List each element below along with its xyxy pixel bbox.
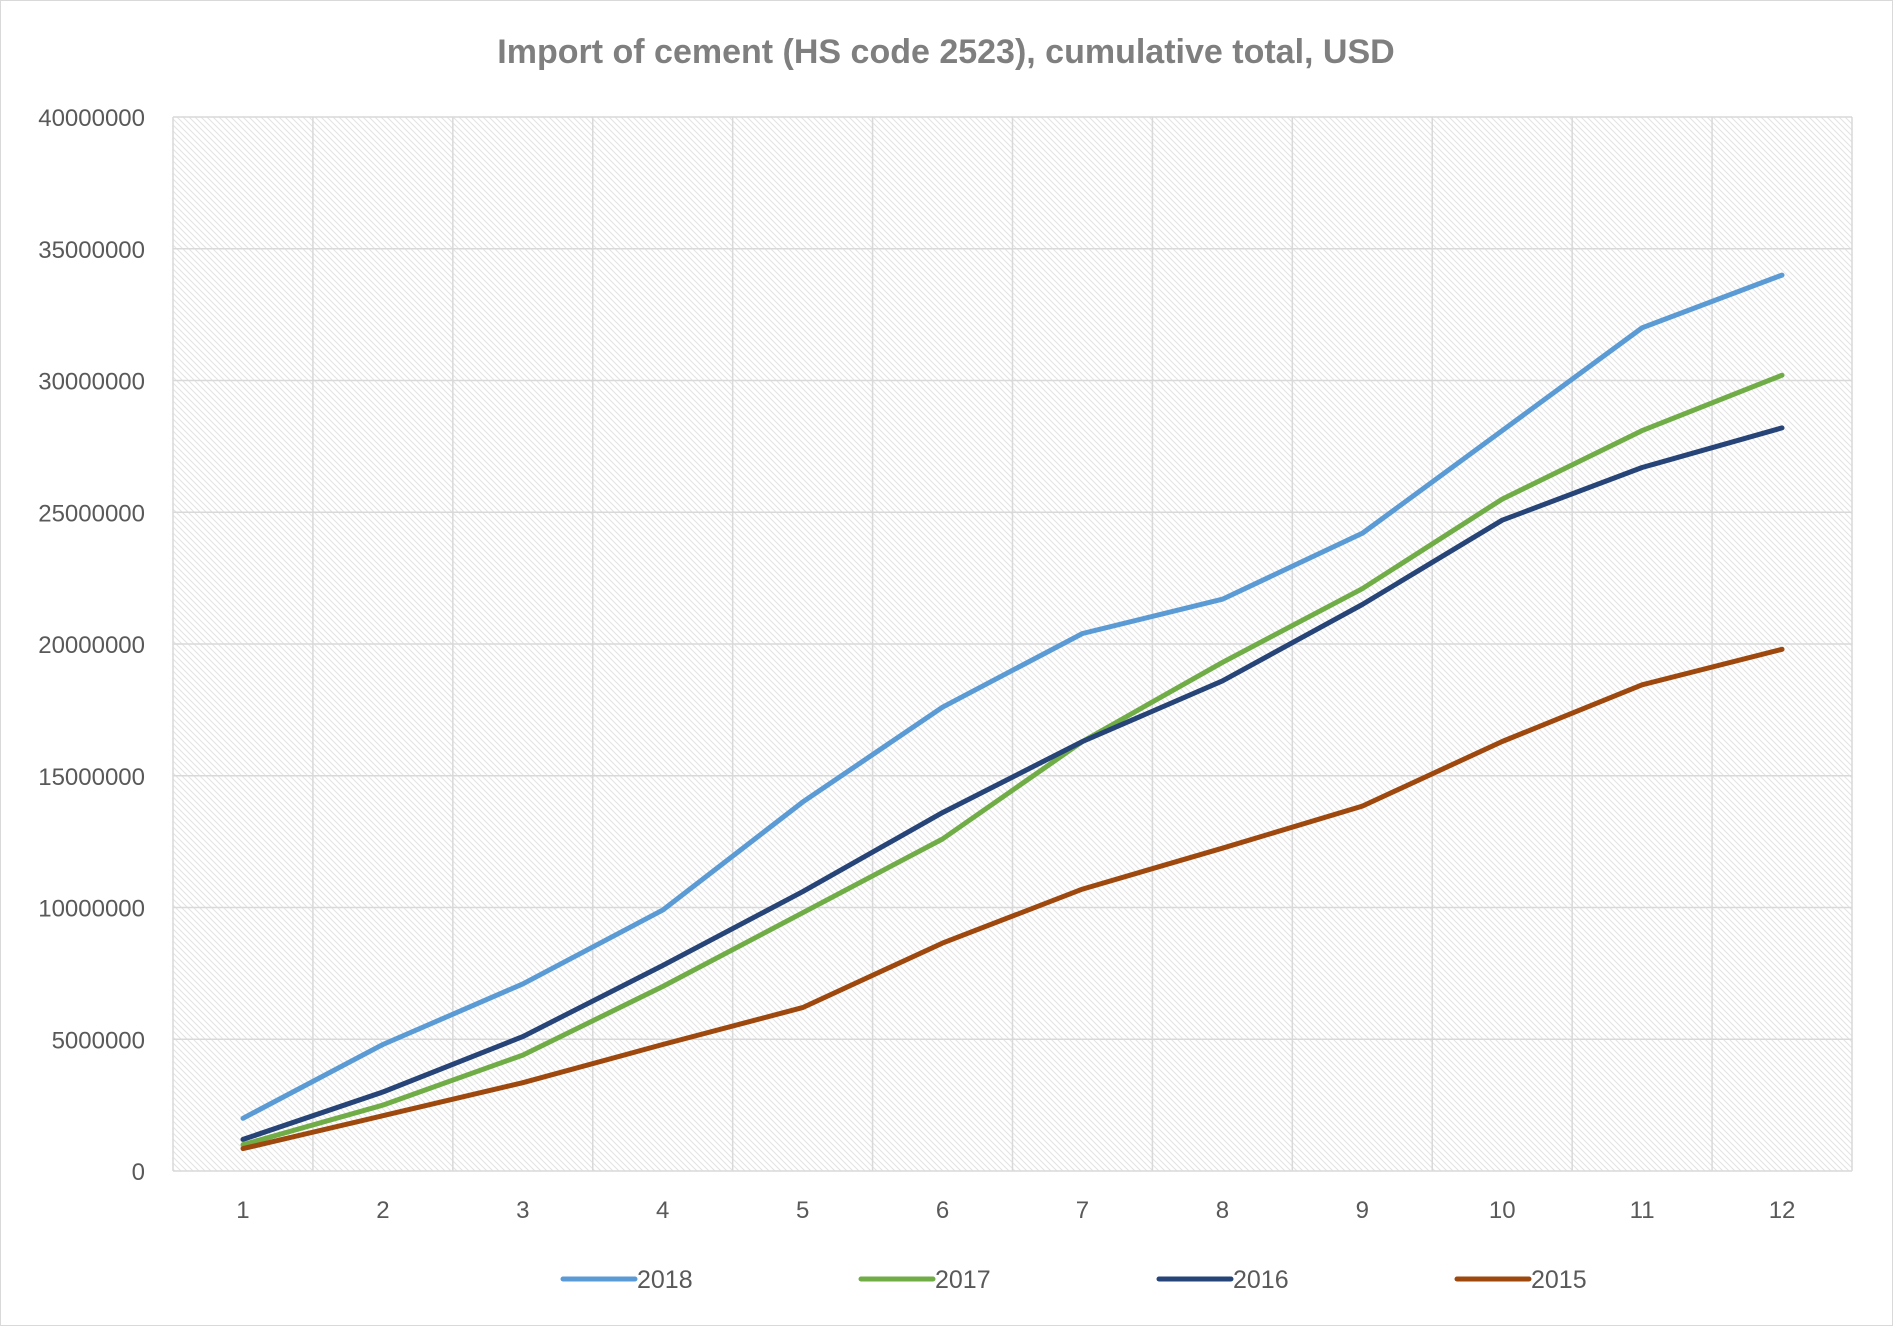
x-tick-label: 6 [936, 1197, 949, 1224]
legend-label: 2017 [935, 1266, 991, 1294]
x-tick-label: 9 [1356, 1197, 1369, 1224]
legend-label: 2015 [1531, 1266, 1587, 1294]
y-tick-label: 35000000 [38, 237, 145, 264]
y-tick-label: 10000000 [38, 896, 145, 923]
series-lines [240, 272, 1785, 1152]
series-line-2015 [240, 646, 1785, 1152]
x-tick-label: 5 [796, 1197, 809, 1224]
y-tick-label: 5000000 [52, 1027, 145, 1054]
legend-label: 2016 [1233, 1266, 1289, 1294]
x-tick-label: 1 [236, 1197, 249, 1224]
y-tick-label: 20000000 [38, 632, 145, 659]
legend-item-2018: 2018 [560, 1266, 693, 1294]
series-line-2018 [240, 272, 1785, 1121]
legend-item-2017: 2017 [858, 1266, 991, 1294]
legend-label: 2018 [637, 1266, 693, 1294]
x-tick-label: 3 [516, 1197, 529, 1224]
series-line-2017 [240, 372, 1785, 1148]
y-tick-label: 25000000 [38, 500, 145, 527]
x-tick-label: 12 [1769, 1197, 1796, 1224]
y-tick-label: 30000000 [38, 369, 145, 396]
series-line-2016 [240, 425, 1785, 1142]
x-tick-label: 2 [376, 1197, 389, 1224]
y-tick-label: 0 [132, 1159, 145, 1186]
x-tick-label: 8 [1216, 1197, 1229, 1224]
legend: 2018 2017 2016 2015 [560, 1266, 1587, 1294]
x-axis-tick-labels: 1 2 3 4 5 6 7 8 9 10 11 12 [236, 1197, 1795, 1224]
legend-item-2016: 2016 [1156, 1266, 1289, 1294]
chart-title: Import of cement (HS code 2523), cumulat… [497, 33, 1394, 71]
y-tick-label: 15000000 [38, 764, 145, 791]
x-tick-label: 4 [656, 1197, 669, 1224]
y-tick-label: 40000000 [38, 105, 145, 132]
x-tick-label: 10 [1489, 1197, 1516, 1224]
x-tick-label: 7 [1076, 1197, 1089, 1224]
y-axis-tick-labels: 0 5000000 10000000 15000000 20000000 25000000… [38, 105, 145, 1186]
x-tick-label: 11 [1630, 1197, 1655, 1224]
legend-item-2015: 2015 [1454, 1266, 1587, 1294]
